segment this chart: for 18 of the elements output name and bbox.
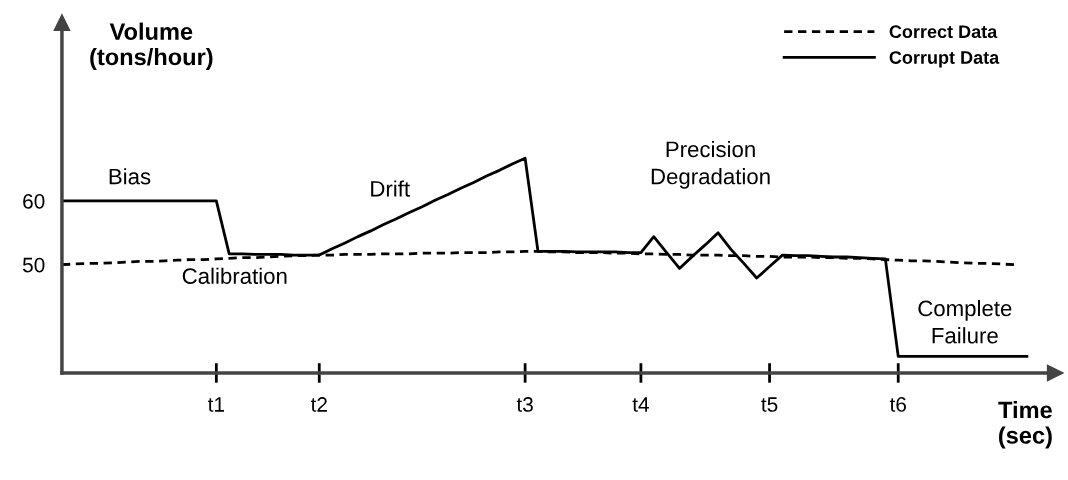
annotation: Precision Degradation <box>651 140 770 189</box>
annotation: Bias <box>109 168 151 185</box>
x-axis-title: Time (sec) <box>998 400 1052 449</box>
y-tick-label: 50 <box>22 257 45 273</box>
annotation: Calibration <box>182 267 287 284</box>
legend-label: Corrupt Data <box>889 51 1000 68</box>
x-tick-label: t4 <box>632 397 649 412</box>
y-tick-label: 60 <box>23 193 45 209</box>
x-tick-label: t2 <box>310 397 327 412</box>
x-tick-label: t3 <box>516 397 533 412</box>
x-tick-label: t6 <box>889 397 906 412</box>
annotation: Complete Failure <box>918 299 1012 344</box>
x-tick-label: t5 <box>761 397 778 412</box>
y-axis-title: Volume (tons/hour) <box>90 22 213 70</box>
x-tick-label: t1 <box>207 397 224 412</box>
line-series <box>61 156 1029 358</box>
annotation: Drift <box>371 180 410 197</box>
legend-label: Correct Data <box>889 25 998 39</box>
